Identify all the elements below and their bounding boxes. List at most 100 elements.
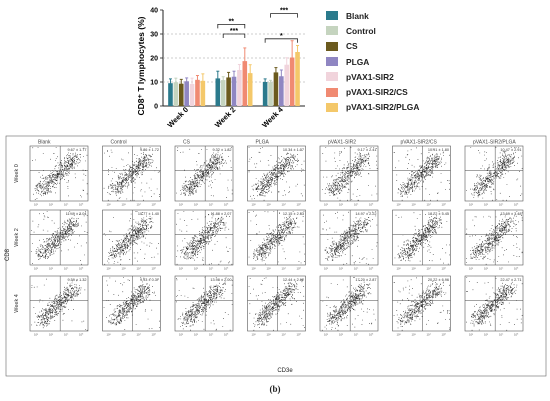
event-dots [248,147,305,201]
x-tick-label: 10⁵ [514,333,518,337]
plot-frame [464,275,524,332]
gate-value: 11.49 ± 3.04 [66,212,87,216]
x-tick-label: 10⁵ [514,267,518,271]
x-tick-label: 10³ [122,203,126,207]
event-dots [248,211,305,265]
column-label: Blank [38,140,51,146]
event-dots [466,147,523,201]
x-tick-label: 10⁴ [209,203,214,207]
gate-value: 9.86 ± 1.72 [140,148,159,152]
bar [226,77,231,106]
flow-plot: 11.88 ± 2.07 10² 10³ 10⁴ 10⁵ [174,209,234,271]
gate-value: 9.59 ± 1.32 [68,278,87,282]
x-tick-label: 10² [252,333,256,337]
legend-swatch [326,26,338,36]
x-tick-label: 10⁵ [79,267,83,271]
x-tick-label: 10³ [412,267,416,271]
significance-label: *** [230,28,238,35]
legend-label: Blank [346,10,369,21]
legend-swatch [326,57,338,67]
legend-swatch [326,41,338,51]
bar-series [168,40,300,106]
x-tick-label: 10² [324,203,328,207]
x-tick-label: 10⁴ [427,203,432,207]
flow-plot: 22.47 ± 2.71 10² 10³ 10⁴ 10⁵ [464,275,524,337]
legend-item: Control [326,23,419,38]
gate-value: 12.44 ± 2.62 [283,278,304,282]
x-tick-label: 10⁴ [499,203,504,207]
flow-plot: 17.20 ± 2.87 10² 10³ 10⁴ 10⁵ [319,275,379,337]
x-tick-label: 10⁴ [282,203,287,207]
bar [215,78,221,106]
event-dots [176,277,233,331]
y-tick-label: 20 [150,56,158,63]
x-tick-label: 10⁴ [427,333,432,337]
bar [262,82,268,106]
bar [295,52,300,106]
x-tick-label: 10³ [49,333,53,337]
x-tick-label: 10³ [339,267,343,271]
x-tick-label: 10⁵ [369,267,373,271]
flow-plot: 9.93 ± 0.37 10² 10³ 10⁴ 10⁵ [102,275,161,337]
x-tick-label: 10⁴ [354,267,359,271]
x-tick-label: 10² [397,203,401,207]
x-tick-label: 10⁵ [224,203,228,207]
x-tick-label: 10⁴ [499,267,504,271]
event-dots [466,277,523,331]
x-tick-label: 10³ [267,267,271,271]
flow-plot: 9.59 ± 1.32 10² 10³ 10⁴ 10⁵ [29,275,89,337]
plot-frame [29,275,89,332]
event-dots [32,147,88,200]
event-dots [322,147,378,201]
x-tick-label: 10⁴ [282,267,287,271]
event-dots [393,147,450,201]
x-tick-label: 10⁴ [64,333,69,337]
x-tick-label: 10² [34,267,38,271]
legend-label: PLGA [346,56,370,67]
flow-plot: 12.15 ± 2.33 10² 10³ 10⁴ 10⁵ [247,209,306,271]
panel-caption: (b) [269,384,281,394]
bar [195,79,200,106]
bar [173,82,179,106]
gate-value: 10.91 ± 1.80 [428,148,449,152]
x-tick-label: 10² [107,267,111,271]
y-axis-label: CD8⁺ T lymphocytes (%) [136,16,146,115]
legend-item: pVAX1-SIR2/CS [326,84,419,99]
y-tick-label: 40 [150,8,158,15]
event-dots [103,211,159,265]
x-tick-label: 10⁴ [354,203,359,207]
flow-plot: 12.44 ± 2.62 10² 10³ 10⁴ 10⁵ [247,275,306,337]
bar [231,76,237,106]
flow-plot: 10.77 ± 1.40 10² 10³ 10⁴ 10⁵ [102,209,161,271]
legend-label: pVAX1-SIR2/PLGA [346,102,420,113]
x-tick-label: 10⁵ [79,203,83,207]
x-tick-label: 10⁵ [297,333,301,337]
significance-bracket [217,24,246,29]
x-tick-label: 10⁵ [152,333,156,337]
x-tick-label: 10³ [49,267,53,271]
x-tick-label: 10² [469,203,473,207]
column-label: Control [111,140,127,146]
gate-value: 11.88 ± 2.07 [211,212,232,216]
significance-label: ** [229,18,235,25]
gate-value: 9.32 ± 1.82 [213,148,232,152]
plot-frame [392,275,451,332]
row-label: Week 2 [14,228,20,247]
x-tick-label: 10⁵ [442,203,446,207]
significance-bracket [270,13,298,18]
flow-plot: 11.49 ± 3.04 10² 10³ 10⁴ 10⁵ [29,209,89,271]
x-tick-label: 10³ [339,333,343,337]
legend-swatch [326,72,338,82]
flow-plot: 13.98 ± 2.00 10² 10³ 10⁴ 10⁵ [174,275,234,337]
x-tick-label: 10³ [194,333,198,337]
flow-plot: 9.67 ± 1.77 10² 10³ 10⁴ 10⁵ [29,145,89,207]
column-label: PLGA [256,140,270,146]
gate-value: 12.15 ± 2.33 [283,212,304,216]
x-tick-label: 10² [397,267,401,271]
significance-label: * [280,33,283,40]
x-tick-label: 10⁴ [64,203,69,207]
column-label: CS [183,140,191,146]
x-tick-label: 10³ [194,267,198,271]
x-tick-label: 10⁵ [297,203,301,207]
flow-plot: 9.86 ± 1.72 10² 10³ 10⁴ 10⁵ [102,145,161,207]
